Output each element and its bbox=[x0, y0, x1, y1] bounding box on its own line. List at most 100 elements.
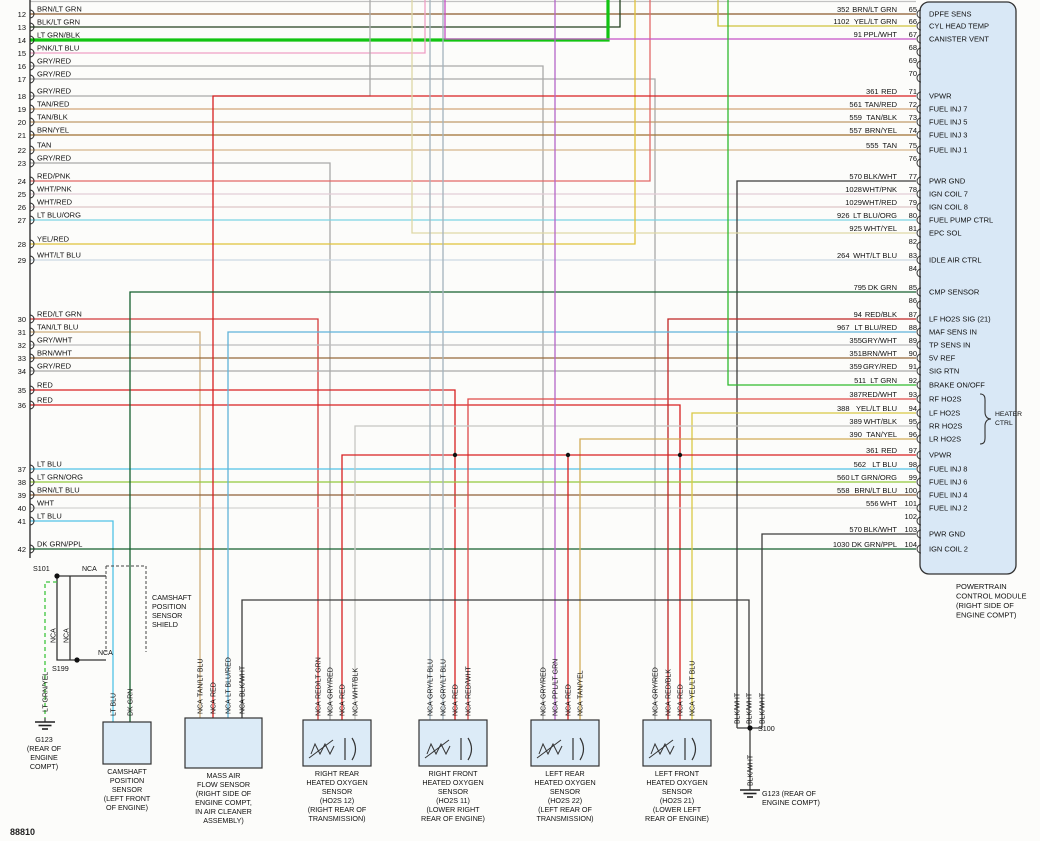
pcm-pin-terminal-icon bbox=[916, 516, 922, 526]
left-pin-number: 13 bbox=[18, 23, 26, 32]
left-pin-number: 36 bbox=[18, 401, 26, 410]
pcm-pin-function-label: FUEL INJ 3 bbox=[929, 131, 967, 140]
pcm-pin-wire-color: TAN bbox=[883, 141, 897, 150]
left-pin-terminal-icon bbox=[29, 158, 35, 168]
component-caption-line: LEFT FRONT bbox=[655, 769, 700, 778]
component-caption-line: REAR OF ENGINE) bbox=[645, 814, 709, 823]
pcm-pin-wire-color: YEL/LT GRN bbox=[854, 17, 897, 26]
left-pin-wire-color: BLK/LT GRN bbox=[37, 18, 80, 27]
left-pin-terminal-icon bbox=[29, 61, 35, 71]
wire-color-rotated-label: RED bbox=[678, 684, 685, 699]
left-pin-number: 25 bbox=[18, 190, 26, 199]
left-pin-number: 17 bbox=[18, 75, 26, 84]
component-caption-line: ASSEMBLY) bbox=[203, 816, 244, 825]
component-left-rear-heated-oxygen-sensor bbox=[530, 719, 600, 767]
wire-red bbox=[341, 454, 916, 722]
pcm-pin-circuit-number: 390 bbox=[849, 430, 862, 439]
component-caption-line: (HO2S 12) bbox=[320, 796, 354, 805]
wire-color-rotated-label: NCA bbox=[211, 699, 218, 714]
pcm-pin-number: 104 bbox=[904, 540, 917, 549]
pcm-pin-terminal-icon bbox=[916, 215, 922, 225]
ground-label-line: G123 bbox=[35, 735, 53, 744]
wire-color-rotated-label: GRY/RED bbox=[328, 667, 335, 699]
pcm-pin-function-label: 5V REF bbox=[929, 354, 956, 363]
left-pin-wire-color: LT GRN/BLK bbox=[37, 31, 80, 40]
component-caption-line: HEATED OXYGEN bbox=[422, 778, 483, 787]
pcm-pin-circuit-number: 264 bbox=[837, 251, 850, 260]
pcm-pin-function-label: DPFE SENS bbox=[929, 10, 972, 19]
left-pin-terminal-icon bbox=[29, 35, 35, 45]
pcm-pin-terminal-icon bbox=[916, 450, 922, 460]
pcm-pin-wire-color: BRN/LT BLU bbox=[854, 486, 897, 495]
wire-color-rotated-label: NCA bbox=[240, 699, 247, 714]
pcm-pin-wire-color: BLK/WHT bbox=[864, 172, 898, 181]
left-pin-wire-color: WHT/LT BLU bbox=[37, 251, 81, 260]
splice-dot-s101 bbox=[54, 573, 60, 579]
pcm-pin-circuit-number: 555 bbox=[866, 141, 879, 150]
left-pin-wire-color: LT BLU bbox=[37, 512, 62, 521]
wire-color-rotated-label: GRY/LT BLU bbox=[428, 659, 435, 699]
pcm-pin-number: 97 bbox=[909, 446, 917, 455]
junction-dot-icon bbox=[677, 452, 683, 458]
wire-color-rotated-label: NCA bbox=[653, 701, 660, 716]
component-caption-line: (HO2S 21) bbox=[660, 796, 694, 805]
left-pin-terminal-icon bbox=[29, 74, 35, 84]
wire-color-rotated-label: BLK/WHT bbox=[747, 692, 754, 724]
pcm-pin-circuit-number: 511 bbox=[854, 376, 866, 385]
wire-color-rotated-label: NCA bbox=[578, 701, 585, 716]
pcm-pin-terminal-icon bbox=[916, 145, 922, 155]
pcm-pin-number: 72 bbox=[909, 100, 917, 109]
pcm-pin-terminal-icon bbox=[916, 91, 922, 101]
pcm-caption-line: ENGINE COMPT) bbox=[956, 611, 1017, 620]
left-pin-terminal-icon bbox=[29, 327, 35, 337]
junction-dot-icon bbox=[452, 452, 458, 458]
wire-gry-red bbox=[30, 162, 331, 722]
left-pin-number: 31 bbox=[18, 328, 26, 337]
wire-color-rotated-label: RED bbox=[453, 684, 460, 699]
left-pin-terminal-icon bbox=[29, 145, 35, 155]
pcm-pin-circuit-number: 570 bbox=[849, 172, 862, 181]
pcm-pin-function-label: IGN COIL 2 bbox=[929, 545, 968, 554]
component-caption-line: TRANSMISSION) bbox=[308, 814, 365, 823]
pcm-pin-wire-color: LT GRN/ORG bbox=[851, 473, 897, 482]
wire-color-rotated-label: NCA bbox=[453, 701, 460, 716]
wire-ppl-wht bbox=[444, 0, 916, 40]
wire-color-rotated-label: GRY/RED bbox=[653, 667, 660, 699]
wire-lt-blu-red bbox=[227, 331, 916, 720]
left-pin-terminal-icon bbox=[29, 117, 35, 127]
pcm-pin-terminal-icon bbox=[916, 117, 922, 127]
pcm-pin-wire-color: PPL/WHT bbox=[864, 30, 898, 39]
left-pin-terminal-icon bbox=[29, 400, 35, 410]
wire-gry-red bbox=[30, 65, 544, 722]
pcm-pin-terminal-icon bbox=[916, 158, 922, 168]
left-pin-number: 19 bbox=[18, 105, 26, 114]
pcm-pin-function-label: FUEL INJ 5 bbox=[929, 118, 967, 127]
wire-color-rotated-label: BLK/WHT bbox=[748, 754, 755, 786]
component-mass-air-flow-sensor bbox=[184, 717, 263, 769]
component-caption-line: RIGHT REAR bbox=[315, 769, 359, 778]
splice-dot-s100 bbox=[747, 725, 753, 731]
left-pin-number: 26 bbox=[18, 203, 26, 212]
wire-color-rotated-label: NCA bbox=[340, 701, 347, 716]
pcm-pin-circuit-number: 355 bbox=[849, 336, 862, 345]
component-caption-line: OF ENGINE) bbox=[106, 803, 148, 812]
pcm-pin-function-label: IDLE AIR CTRL bbox=[929, 256, 982, 265]
pcm-caption-line: POWERTRAIN bbox=[956, 582, 1007, 591]
pcm-pin-terminal-icon bbox=[916, 477, 922, 487]
wire-wht-blk bbox=[354, 425, 916, 722]
wire-color-rotated-label: WHT/BLK bbox=[353, 668, 360, 699]
pcm-pin-circuit-number: 94 bbox=[854, 310, 862, 319]
left-pin-terminal-icon bbox=[29, 130, 35, 140]
wire-color-rotated-label: NCA bbox=[690, 701, 697, 716]
left-pin-wire-color: RED bbox=[37, 381, 53, 390]
pcm-pin-terminal-icon bbox=[916, 176, 922, 186]
pcm-pin-terminal-icon bbox=[916, 340, 922, 350]
left-pin-number: 16 bbox=[18, 62, 26, 71]
pcm-pin-circuit-number: 570 bbox=[849, 525, 862, 534]
pcm-pin-number: 82 bbox=[909, 237, 917, 246]
wire-red bbox=[30, 389, 456, 722]
pcm-pin-terminal-icon bbox=[916, 421, 922, 431]
pcm-pin-number: 102 bbox=[904, 512, 917, 521]
pcm-pin-circuit-number: 351 bbox=[849, 349, 862, 358]
